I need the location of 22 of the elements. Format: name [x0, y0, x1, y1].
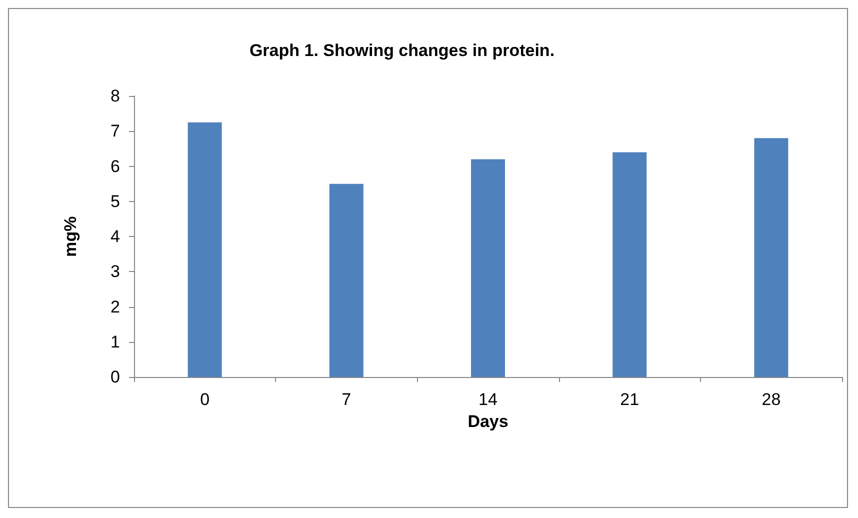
x-axis-title: Days — [468, 412, 508, 431]
y-tick-label: 4 — [110, 227, 120, 246]
bar — [754, 138, 788, 377]
bar — [471, 159, 505, 377]
chart-title: Graph 1. Showing changes in protein. — [249, 41, 555, 60]
y-tick-label: 0 — [110, 368, 120, 386]
x-tick-label: 7 — [342, 390, 352, 409]
y-tick-label: 3 — [110, 262, 120, 282]
y-tick-label: 2 — [110, 297, 120, 316]
bar — [188, 122, 222, 377]
x-tick-label: 21 — [620, 390, 640, 409]
bar — [612, 152, 647, 377]
bar — [329, 184, 364, 377]
x-tick-label: 0 — [200, 390, 210, 409]
y-tick-label: 1 — [110, 332, 120, 352]
y-axis-title: mg% — [61, 216, 80, 257]
y-tick-label: 8 — [110, 86, 120, 106]
x-tick-label: 14 — [478, 390, 498, 409]
y-tick-label: 6 — [110, 156, 120, 176]
y-tick-label: 5 — [110, 192, 120, 211]
y-tick-label: 7 — [110, 122, 120, 141]
x-tick-label: 28 — [762, 390, 781, 409]
